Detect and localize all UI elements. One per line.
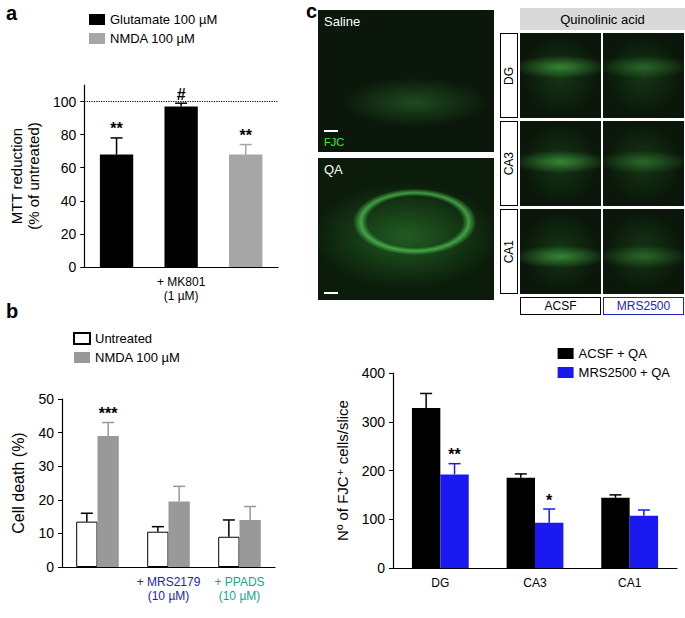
svg-text:100: 100 — [362, 511, 386, 527]
svg-text:+ MRS2179: + MRS2179 — [137, 575, 201, 589]
svg-text:100: 100 — [53, 94, 77, 110]
svg-text:+ PPADS: + PPADS — [214, 575, 264, 589]
svg-text:**: ** — [448, 446, 461, 463]
html-text:Quinolinic acid: Quinolinic acid — [560, 11, 645, 27]
svg-text:***: *** — [99, 405, 118, 422]
html-text:b: b — [6, 300, 19, 322]
svg-text:400: 400 — [362, 365, 386, 381]
svg-text:0: 0 — [377, 560, 385, 576]
svg-text:300: 300 — [362, 414, 386, 430]
svg-text:60: 60 — [61, 160, 77, 176]
html-text:CA3: CA3 — [502, 151, 516, 176]
svg-text:0: 0 — [46, 559, 54, 575]
svg-text:40: 40 — [61, 193, 77, 209]
svg-text:#: # — [177, 86, 186, 103]
svg-text:Untreated: Untreated — [95, 331, 152, 346]
svg-text:*: * — [546, 492, 553, 509]
svg-text:Cell death (%): Cell death (%) — [10, 432, 27, 533]
svg-text:MTT reduction: MTT reduction — [8, 128, 25, 224]
svg-text:40: 40 — [38, 425, 54, 441]
svg-text:0: 0 — [68, 259, 76, 275]
svg-text:(% of untreated): (% of untreated) — [25, 122, 42, 230]
svg-text:**: ** — [110, 120, 123, 137]
svg-text:200: 200 — [362, 463, 386, 479]
html-text:MRS2500: MRS2500 — [616, 299, 671, 313]
svg-text:(1 µM): (1 µM) — [164, 289, 199, 303]
svg-text:**: ** — [239, 127, 252, 144]
svg-text:NMDA 100 µM: NMDA 100 µM — [95, 350, 180, 365]
svg-text:+ MK801: + MK801 — [157, 275, 206, 289]
html-text:c Saline: c Saline — [306, 0, 361, 29]
svg-text:20: 20 — [38, 492, 54, 508]
svg-text:Nº of FJC⁺ cells/slice: Nº of FJC⁺ cells/slice — [334, 400, 351, 541]
svg-text:(10 µM): (10 µM) — [219, 589, 261, 603]
svg-text:80: 80 — [61, 127, 77, 143]
svg-text:Glutamate 100 µM: Glutamate 100 µM — [110, 12, 217, 27]
svg-text:ACSF + QA: ACSF + QA — [579, 346, 648, 361]
svg-text:10: 10 — [38, 525, 54, 541]
svg-text:20: 20 — [61, 226, 77, 242]
html-text:FJC: FJC — [324, 136, 345, 148]
svg-text:50: 50 — [38, 391, 54, 407]
svg-text:CA3: CA3 — [523, 576, 547, 590]
svg-text:CA1: CA1 — [618, 576, 642, 590]
html-text:DG: DG — [502, 66, 516, 85]
svg-text:DG: DG — [431, 576, 449, 590]
html-text:a: a — [6, 2, 18, 24]
svg-text:30: 30 — [38, 458, 54, 474]
svg-text:MRS2500 + QA: MRS2500 + QA — [579, 365, 671, 380]
svg-text:(10 µM): (10 µM) — [148, 589, 190, 603]
html-text:QA: QA — [324, 162, 343, 177]
svg-text:NMDA 100 µM: NMDA 100 µM — [110, 31, 195, 46]
html-text:CA1: CA1 — [502, 239, 516, 264]
html-text:ACSF: ACSF — [544, 299, 577, 313]
